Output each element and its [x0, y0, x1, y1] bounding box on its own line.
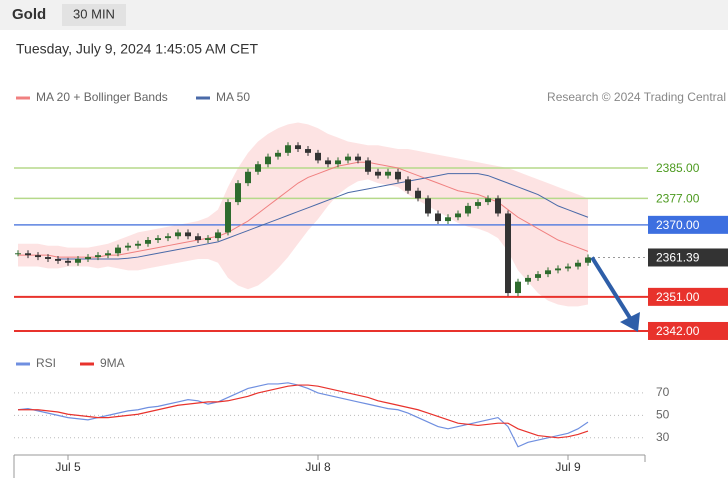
level-label-box — [648, 158, 728, 177]
candle — [135, 243, 141, 246]
candle — [355, 156, 361, 161]
rsi-line — [18, 384, 589, 439]
candle — [535, 274, 541, 278]
candle — [55, 258, 61, 261]
candle — [415, 190, 421, 199]
level-label: 2385.00 — [656, 161, 700, 175]
candle — [385, 171, 391, 176]
interval-badge[interactable] — [62, 4, 126, 26]
candle — [235, 183, 241, 203]
candle — [395, 171, 401, 180]
legend-label: MA 20 + Bollinger Bands — [36, 90, 168, 104]
candle — [325, 160, 331, 165]
candle — [565, 266, 571, 269]
x-tick-label: Jul 8 — [305, 460, 331, 474]
credit: Research © 2024 Trading Central — [547, 90, 726, 104]
rsi-tick-label: 70 — [656, 385, 670, 399]
candle — [475, 202, 481, 206]
candle — [265, 156, 271, 165]
candle — [465, 205, 471, 214]
ma-line — [58, 173, 589, 260]
x-tick-label: Jul 5 — [55, 460, 81, 474]
candle — [585, 257, 591, 263]
forecast-arrowhead — [620, 312, 640, 332]
level-label: 2377.00 — [656, 191, 700, 205]
level-label: 2351.00 — [656, 290, 700, 304]
candle — [45, 257, 51, 259]
candle — [285, 145, 291, 153]
candle — [65, 260, 71, 263]
candle — [375, 171, 381, 176]
candle — [405, 179, 411, 191]
candle — [215, 232, 221, 239]
candle — [345, 156, 351, 161]
candle — [495, 198, 501, 214]
forecast-arrow — [590, 256, 632, 320]
candle — [505, 213, 511, 294]
candle — [15, 253, 21, 255]
level-label-box — [648, 215, 728, 234]
candle — [175, 232, 181, 237]
level-label-box — [648, 321, 728, 340]
candle — [205, 238, 211, 241]
candle — [85, 257, 91, 259]
level-label-box — [648, 189, 728, 208]
x-tick-label: Jul 9 — [555, 460, 581, 474]
candle — [515, 281, 521, 294]
candle — [105, 253, 111, 256]
candle — [295, 145, 301, 150]
rsi-tick-label: 50 — [656, 408, 670, 422]
level-label: 2342.00 — [656, 324, 700, 338]
candle — [35, 255, 41, 258]
candle — [455, 213, 461, 218]
candle — [245, 171, 251, 184]
candle — [145, 240, 151, 244]
interval[interactable]: 30 MIN — [73, 6, 115, 21]
candle — [365, 160, 371, 172]
candle — [335, 160, 341, 165]
candle — [425, 198, 431, 214]
level-label-box — [648, 287, 728, 306]
candle — [185, 232, 191, 237]
level-label-box — [648, 248, 728, 267]
legend-label: MA 50 — [216, 90, 250, 104]
candle — [525, 277, 531, 282]
level-label: 2370.00 — [656, 218, 700, 232]
candle — [95, 255, 101, 258]
candle — [555, 268, 561, 271]
candle — [125, 245, 131, 248]
candle — [575, 262, 581, 267]
rsi-tick-label: 30 — [656, 430, 670, 444]
candle — [165, 236, 171, 239]
candle — [545, 270, 551, 275]
symbol: Gold — [12, 6, 46, 23]
candle — [75, 258, 81, 263]
datetime: Tuesday, July 9, 2024 1:45:05 AM CET — [16, 41, 258, 57]
ma-line — [18, 161, 589, 258]
candle — [445, 217, 451, 222]
bollinger-band — [18, 122, 588, 307]
legend-label: RSI — [36, 356, 56, 370]
candle — [275, 152, 281, 157]
candle — [195, 236, 201, 241]
rsi-line — [17, 382, 589, 448]
candle — [155, 238, 161, 241]
candle — [485, 198, 491, 203]
candle — [225, 202, 231, 233]
legend-label: 9MA — [100, 356, 125, 370]
candle — [315, 152, 321, 161]
candle — [305, 149, 311, 153]
candle — [115, 247, 121, 254]
candle — [435, 213, 441, 222]
candle — [25, 253, 31, 256]
level-label: 2361.39 — [656, 251, 700, 265]
candle — [255, 164, 261, 172]
